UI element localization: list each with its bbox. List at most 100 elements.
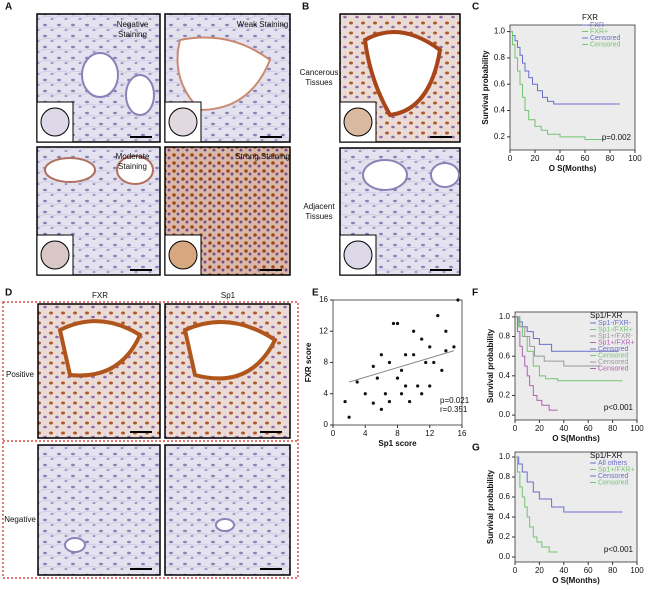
scatter-point: [391, 321, 396, 326]
scatter-point: [456, 298, 460, 302]
y-tick-label: 8: [324, 358, 329, 367]
x-tick-label: 80: [606, 154, 615, 163]
scatter-point: [379, 407, 383, 411]
x-tick-label: 20: [531, 154, 540, 163]
x-axis-label: O S(Months): [552, 576, 600, 585]
scatter-point: [343, 399, 347, 404]
x-tick-label: 20: [535, 424, 544, 433]
x-tick-label: 0: [513, 566, 518, 575]
annotation: p=0.021: [440, 396, 470, 405]
x-tick-label: 8: [395, 429, 400, 438]
x-tick-label: 40: [556, 154, 565, 163]
y-tick-label: 0.0: [499, 410, 511, 419]
scatter-point: [395, 321, 400, 326]
legend-label: Censored: [598, 479, 628, 486]
x-tick-label: 100: [630, 424, 644, 433]
x-tick-label: 12: [425, 429, 434, 438]
legend-label: Sp1-/FXR-: [598, 320, 632, 327]
y-tick-label: 0.6: [494, 79, 506, 88]
scatter-point: [428, 345, 432, 349]
y-tick-label: 0.8: [499, 332, 511, 341]
x-tick-label: 80: [608, 566, 617, 575]
y-tick-label: 0.4: [499, 512, 511, 521]
legend-label: FXR+: [590, 28, 608, 35]
scatter-point: [371, 401, 375, 405]
legend-label: FXR-: [590, 22, 607, 29]
x-tick-label: 80: [608, 424, 617, 433]
scatter-point: [399, 368, 404, 372]
survival-curve: [515, 456, 558, 553]
scatter-point: [375, 376, 379, 380]
x-tick-label: 60: [584, 566, 593, 575]
legend-label: Sp1-/FXR+: [598, 326, 633, 333]
x-tick-label: 16: [458, 429, 467, 438]
y-tick-label: 1.0: [499, 312, 511, 321]
x-tick-label: 0: [331, 429, 336, 438]
y-tick-label: 0.6: [499, 351, 511, 360]
x-tick-label: 100: [628, 154, 642, 163]
y-tick-label: 0.8: [499, 472, 511, 481]
y-tick-label: 0.2: [499, 391, 511, 400]
panel-d-frame: [2, 301, 299, 579]
staining-label: Moderate Staining: [115, 152, 150, 171]
x-axis-label: O S(Months): [552, 434, 600, 443]
x-tick-label: 20: [535, 566, 544, 575]
x-tick-label: 40: [559, 424, 568, 433]
scatter-point: [412, 353, 416, 357]
x-tick-label: 100: [630, 566, 644, 575]
scatter-point: [363, 392, 367, 396]
panel-label: D: [5, 288, 12, 299]
y-tick-label: 0.4: [494, 106, 506, 115]
scatter-point: [428, 384, 432, 388]
y-tick-label: 16: [319, 295, 328, 304]
y-tick-label: 1.0: [499, 452, 511, 461]
scatter-point: [440, 368, 444, 372]
y-axis-label: Survival probability: [481, 50, 490, 125]
x-axis-label: O S(Months): [549, 164, 597, 173]
scatter-point: [420, 337, 424, 341]
y-tick-label: 12: [319, 326, 328, 335]
x-tick-label: 0: [513, 424, 518, 433]
panel-label: C: [472, 2, 479, 13]
panel-label: A: [5, 2, 12, 13]
scatter-point: [383, 392, 388, 396]
annotation: p<0.001: [604, 403, 634, 412]
x-axis-label: Sp1 score: [378, 439, 417, 448]
legend-title: Sp1/FXR: [590, 451, 623, 460]
scatter-point: [403, 353, 408, 357]
trendline: [348, 350, 455, 383]
scatter-point: [395, 376, 400, 380]
tissue-label: Adjacent Tissues: [303, 202, 335, 221]
annotation: p<0.001: [604, 545, 634, 554]
annotation: p=0.002: [602, 133, 632, 142]
legend-label: Censored: [598, 473, 628, 480]
y-tick-label: 4: [324, 389, 329, 398]
column-header: FXR: [92, 291, 108, 300]
panel-label: E: [312, 288, 319, 299]
staining-label: Strong Staining: [235, 152, 290, 161]
legend-label: All others: [598, 460, 628, 467]
scatter-point: [347, 415, 351, 419]
scatter-point: [420, 392, 424, 396]
legend-label: Censored: [590, 35, 620, 42]
scatter-point: [387, 360, 392, 365]
legend-label: Censored: [598, 365, 628, 372]
scatter-point: [407, 399, 412, 404]
scatter-point: [355, 380, 359, 384]
y-axis-label: FXR score: [304, 342, 313, 382]
annotation: r=0.351: [440, 405, 468, 414]
survival-curve: [515, 456, 623, 513]
survival-curve: [510, 31, 620, 105]
x-tick-label: 4: [363, 429, 368, 438]
legend-label: Sp1+/FXR+: [598, 466, 635, 473]
row-header: Negative: [4, 515, 36, 524]
column-header: Sp1: [221, 291, 236, 300]
legend-label: Censored: [598, 352, 628, 359]
y-tick-label: 0.4: [499, 371, 511, 380]
y-tick-label: 0.0: [499, 552, 511, 561]
insets: [36, 101, 377, 276]
y-tick-label: 0: [324, 420, 329, 429]
panel-label: B: [302, 2, 309, 13]
y-tick-label: 0.2: [494, 132, 506, 141]
